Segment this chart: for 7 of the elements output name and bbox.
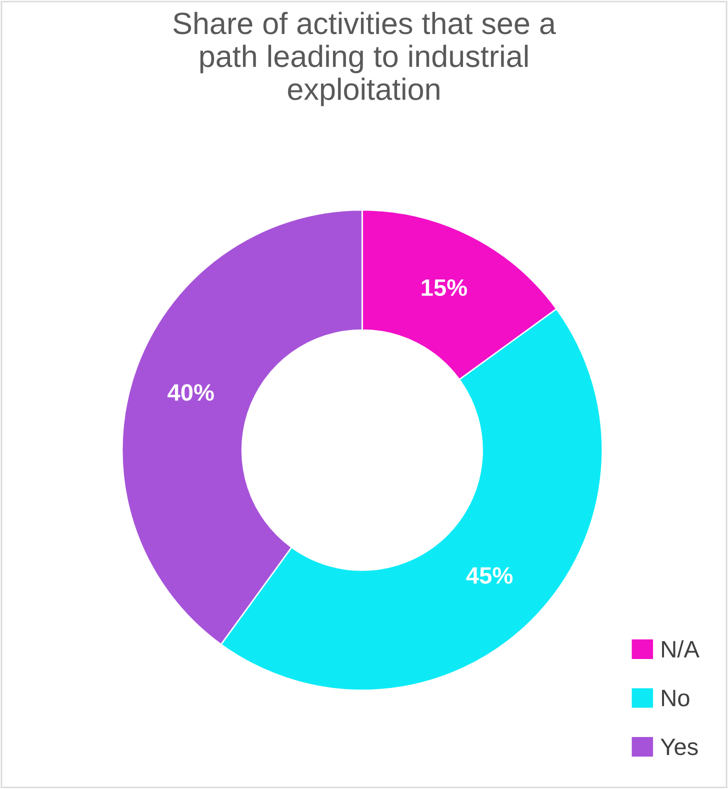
legend-label: Yes — [660, 738, 698, 756]
legend-label: N/A — [662, 640, 700, 658]
data-label: 45% — [466, 567, 513, 584]
chart-title: Share of activities that see a path leading to industrial exploitation — [173, 12, 556, 106]
data-label: 40% — [168, 384, 214, 401]
data-label: 15% — [422, 279, 467, 296]
legend-label: No — [662, 690, 690, 706]
